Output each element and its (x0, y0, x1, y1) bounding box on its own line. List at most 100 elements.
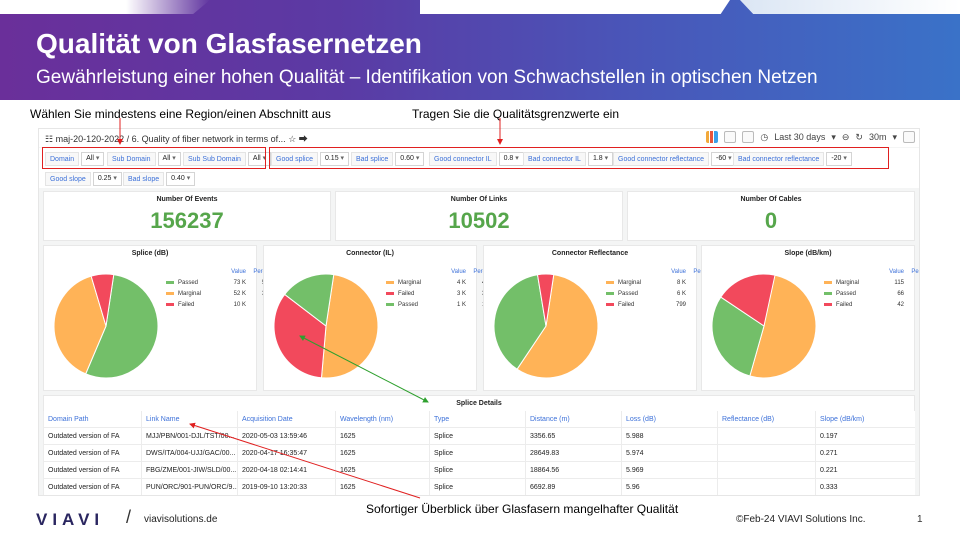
legend-swatch (386, 303, 394, 306)
legend-value: 73 K (233, 279, 246, 286)
legend-row[interactable]: Failed4219% (824, 299, 919, 310)
pie-panel-connector-reflectance: Connector ReflectanceValuePercentMargina… (483, 245, 714, 391)
legend-label: Passed (618, 290, 639, 297)
var-sub-domain[interactable]: Sub Domain All (107, 152, 181, 166)
legend-row[interactable]: Passed6630% (824, 288, 919, 299)
note-overview: Sofortiger Überblick über Glasfasern man… (366, 502, 679, 516)
refresh-icon[interactable]: ↻ (855, 131, 863, 142)
table-header: Domain Path Link Name Acquisition Date Wave… (43, 411, 915, 428)
column-header[interactable]: Wavelength (nm) (335, 411, 429, 428)
pie-slice-failed[interactable] (536, 273, 555, 327)
table-row[interactable]: Outdated version of FA MJJ/PBN/001-DJL/TS… (43, 428, 915, 445)
table-cell: 28649.83 (525, 445, 621, 462)
var-bad-splice[interactable]: Bad splice 0.60 (351, 152, 425, 166)
table-row[interactable]: Outdated version of FA PUN/ORC/901-PUN/OR… (43, 479, 915, 495)
legend-header-value: Value (451, 268, 466, 275)
share-icon[interactable]: ⮕ (298, 134, 308, 144)
stat-events: Number Of Events 156237 (43, 191, 331, 241)
time-range-picker[interactable]: Last 30 days (774, 132, 826, 142)
column-header[interactable]: Distance (m) (525, 411, 621, 428)
pie-slice-marginal[interactable] (749, 274, 817, 379)
breadcrumb[interactable]: ☷ maj-20-120-2022 / 6. Quality of fiber … (45, 132, 308, 145)
column-header[interactable]: Reflectance (dB) (717, 411, 815, 428)
legend-header-percent: Percent (911, 268, 920, 275)
legend-swatch (606, 281, 614, 284)
pie-slice-passed[interactable] (493, 274, 547, 370)
var-good-splice[interactable]: Good splice 0.15 (271, 152, 350, 166)
var-domain[interactable]: Domain All (45, 152, 105, 166)
pie-slice-passed[interactable] (711, 296, 765, 377)
table-cell (717, 428, 815, 445)
column-header[interactable]: Type (429, 411, 525, 428)
legend-label: Failed (398, 290, 415, 297)
table-cell: PUN/ORC/901-PUN/ORC/9... (141, 479, 237, 495)
add-panel-icon[interactable] (706, 131, 719, 143)
var-good-slope[interactable]: Good slope 0.25 (45, 172, 122, 186)
pie-slice-marginal[interactable] (516, 274, 599, 379)
arrow-pie-table (299, 335, 429, 403)
legend-label: Marginal (836, 279, 860, 286)
footer-website: viavisolutions.de (144, 514, 218, 525)
legend-label: Marginal (618, 279, 642, 286)
zoom-out-icon[interactable]: ⊖ (841, 131, 850, 142)
arrow-overview (189, 422, 421, 499)
table-row[interactable]: Outdated version of FA DWS/ITA/004-UJJ/GA… (43, 445, 915, 462)
pie-slice-failed[interactable] (720, 273, 776, 327)
legend-label: Passed (836, 290, 857, 297)
pie-slice-passed[interactable] (283, 273, 335, 327)
star-icon[interactable]: ☆ (288, 134, 297, 144)
legend-swatch (166, 281, 174, 284)
gear-icon[interactable] (742, 131, 755, 143)
chevron-down-icon[interactable]: ▾ (892, 131, 897, 142)
legend-swatch (824, 281, 832, 284)
table-cell: 0.271 (815, 445, 915, 462)
table-cell: Splice (429, 428, 525, 445)
var-good-connector-reflectance[interactable]: Good connector reflectance -60 (613, 152, 737, 166)
legend-header-value: Value (671, 268, 686, 275)
banner-stripe (420, 0, 730, 14)
legend-label: Marginal (178, 290, 202, 297)
pie-chart (493, 273, 599, 379)
var-bad-slope[interactable]: Bad slope 0.40 (123, 172, 196, 186)
stat-title: Number Of Links (450, 196, 508, 203)
monitor-icon[interactable] (903, 131, 915, 143)
legend-value: 4 K (456, 279, 466, 286)
table-row[interactable]: Outdated version of FA FBG/ZME/001-JIW/SL… (43, 462, 915, 479)
column-header[interactable]: Link Name (141, 411, 237, 428)
var-good-connector-il[interactable]: Good connector IL 0.8 (429, 152, 524, 166)
legend-label: Failed (178, 301, 195, 308)
column-header[interactable]: Slope (dB/km) (815, 411, 915, 428)
clock-icon: ◷ (760, 131, 769, 142)
column-header[interactable]: Domain Path (43, 411, 141, 428)
legend-row[interactable]: Marginal11552% (824, 277, 919, 288)
table-cell (717, 479, 815, 495)
legend-swatch (166, 292, 174, 295)
var-bad-connector-reflectance[interactable]: Bad connector reflectance -20 (733, 152, 852, 166)
legend-value: 8 K (676, 279, 686, 286)
var-bad-connector-il[interactable]: Bad connector IL 1.8 (523, 152, 614, 166)
save-icon[interactable] (724, 131, 737, 143)
pie-slice-failed[interactable] (90, 273, 115, 327)
table-cell: DWS/ITA/004-UJJ/GAC/00... (141, 445, 237, 462)
pie-slice-passed[interactable] (85, 274, 159, 379)
legend-header-value: Value (231, 268, 246, 275)
legend-value: 1 K (456, 301, 466, 308)
refresh-interval[interactable]: 30m (868, 132, 887, 142)
column-header[interactable]: Acquisition Date (237, 411, 335, 428)
chevron-down-icon[interactable]: ▾ (831, 131, 836, 142)
legend-value: 6 K (676, 290, 686, 297)
highlight-region-filters (42, 147, 266, 169)
pie-panel-splice: Splice (dB)ValuePercentPassed73 K54%Marg… (43, 245, 274, 391)
table-cell: Outdated version of FA (43, 445, 141, 462)
table-cell: 5.969 (621, 462, 717, 479)
panel-title: Splice (dB) (131, 250, 169, 257)
pie-slice-marginal[interactable] (53, 275, 107, 375)
column-header[interactable]: Loss (dB) (621, 411, 717, 428)
table-cell: 6692.89 (525, 479, 621, 495)
table-cell: 1625 (335, 428, 429, 445)
stat-value: 156237 (150, 208, 224, 233)
table-cell: 0.221 (815, 462, 915, 479)
legend-label: Marginal (398, 279, 422, 286)
panel-title: Splice Details (456, 400, 502, 407)
table-cell: Splice (429, 479, 525, 495)
